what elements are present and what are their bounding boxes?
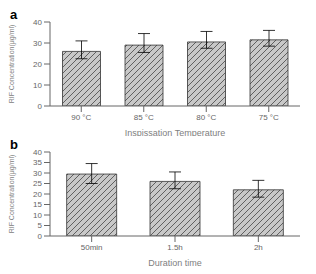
svg-text:25: 25 xyxy=(33,179,42,188)
svg-text:Duration time: Duration time xyxy=(148,258,202,266)
svg-text:85 °C: 85 °C xyxy=(134,113,154,122)
svg-text:35: 35 xyxy=(33,158,42,167)
svg-text:1.5h: 1.5h xyxy=(167,243,183,252)
svg-text:RIF Concentration(μg/ml): RIF Concentration(μg/ml) xyxy=(8,155,16,234)
svg-text:40: 40 xyxy=(33,148,42,157)
svg-text:50min: 50min xyxy=(81,243,103,252)
svg-text:RIF Concentration(μg/ml): RIF Concentration(μg/ml) xyxy=(8,25,16,104)
html-text:b: b xyxy=(10,137,18,152)
svg-text:75 °C: 75 °C xyxy=(259,113,279,122)
svg-text:Inspissation Temperature: Inspissation Temperature xyxy=(125,128,225,136)
svg-text:90 °C: 90 °C xyxy=(71,113,91,122)
svg-text:80 °C: 80 °C xyxy=(196,113,216,122)
svg-text:10: 10 xyxy=(33,211,42,220)
svg-text:20: 20 xyxy=(33,190,42,199)
svg-text:5: 5 xyxy=(38,221,43,230)
svg-text:15: 15 xyxy=(33,200,42,209)
svg-text:20: 20 xyxy=(33,60,42,69)
svg-text:30: 30 xyxy=(33,169,42,178)
svg-text:0: 0 xyxy=(38,102,43,111)
svg-text:10: 10 xyxy=(33,81,42,90)
svg-text:40: 40 xyxy=(33,18,42,27)
svg-text:0: 0 xyxy=(38,232,43,241)
html-text:a: a xyxy=(10,7,18,22)
svg-text:2h: 2h xyxy=(254,243,263,252)
svg-text:30: 30 xyxy=(33,39,42,48)
